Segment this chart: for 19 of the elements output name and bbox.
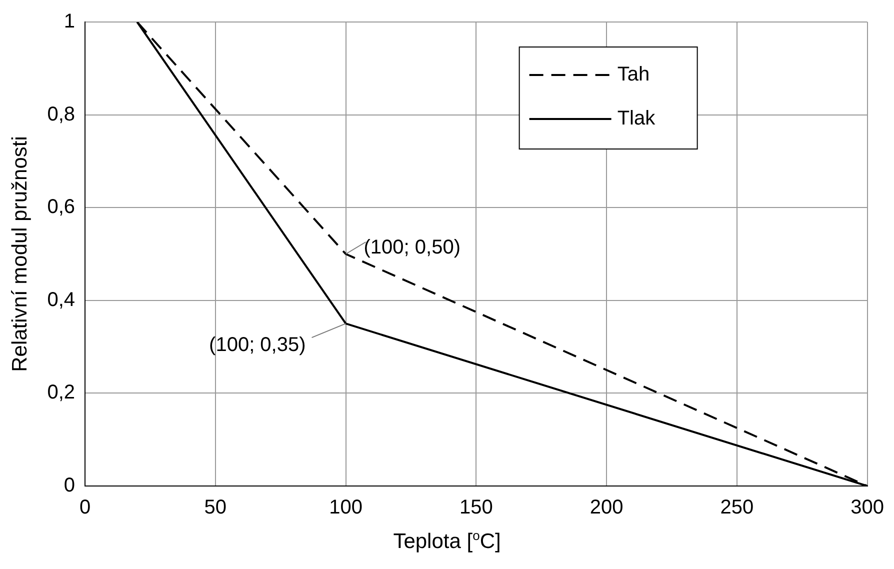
legend-label: Tah [617, 64, 650, 86]
y-tick-label: 0,8 [47, 103, 76, 126]
x-tick-label: 250 [720, 496, 754, 519]
x-tick-label: 300 [850, 496, 884, 519]
y-tick-label: 0,4 [47, 288, 76, 311]
y-tick-label: 1 [64, 10, 76, 33]
x-tick-label: 200 [590, 496, 624, 519]
x-tick-label: 100 [329, 496, 362, 519]
legend-label: Tlak [617, 108, 656, 130]
annotation: (100; 0,50) [364, 236, 461, 259]
annotation: (100; 0,35) [209, 334, 306, 356]
x-tick-label: 0 [79, 496, 91, 519]
x-tick-label: 150 [459, 496, 493, 519]
y-axis-title: Relativní modul pružnosti [8, 136, 32, 372]
x-axis-title: Teplota [$^{o}$C] [392, 528, 502, 554]
y-tick-label: 0,6 [47, 196, 76, 218]
y-tick-label: 0,2 [47, 382, 76, 404]
x-tick-label: 50 [204, 496, 227, 519]
y-tick-label: 0 [64, 474, 76, 497]
